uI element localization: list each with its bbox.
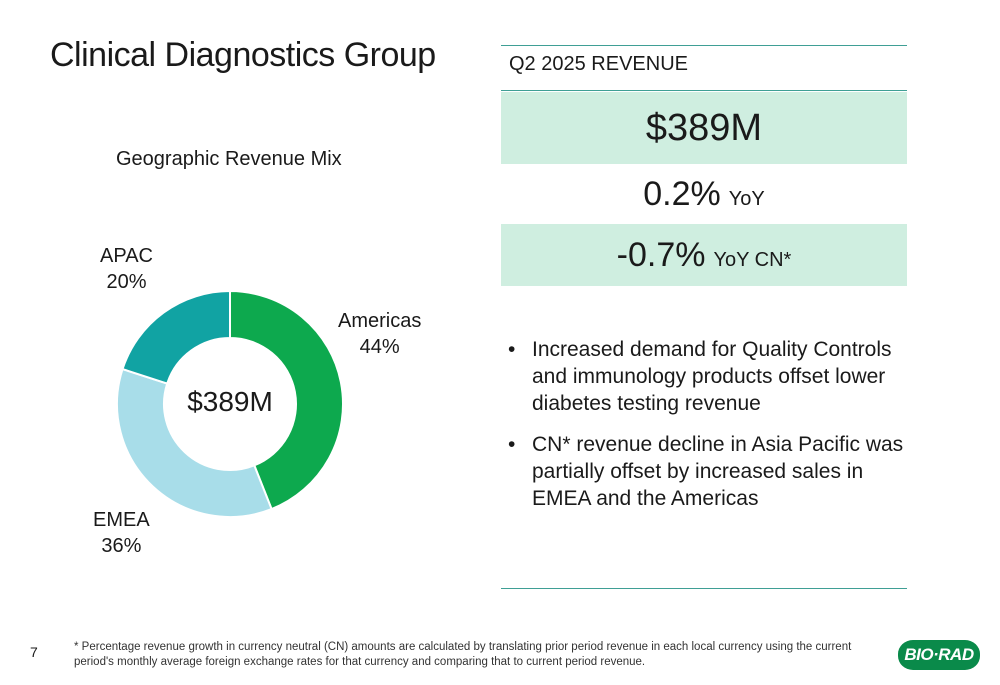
label-apac: APAC 20%: [100, 243, 153, 295]
cn-label: YoY CN*: [713, 249, 792, 271]
revenue-yoy: 0.2% YoY: [501, 166, 907, 222]
yoy-label: YoY: [728, 188, 765, 210]
label-americas-value: 44%: [359, 336, 400, 358]
donut-slice-americas: [229, 289, 344, 511]
label-americas-name: Americas: [338, 310, 422, 332]
donut-slice-emea: [116, 367, 273, 518]
label-apac-value: 20%: [106, 271, 147, 293]
label-emea: EMEA 36%: [93, 507, 150, 559]
bullet-dot-icon: •: [508, 433, 516, 456]
revenue-header: Q2 2025 REVENUE: [501, 45, 907, 91]
bullet-item: • Increased demand for Quality Controls a…: [506, 336, 906, 417]
bottom-divider: [501, 588, 907, 589]
label-americas: Americas 44%: [338, 308, 421, 360]
revenue-total: $389M: [501, 92, 907, 164]
bullet-text: CN* revenue decline in Asia Pacific was …: [532, 433, 904, 510]
footnote: * Percentage revenue growth in currency …: [74, 641, 852, 668]
yoy-value: 0.2%: [643, 175, 721, 213]
bullet-list: • Increased demand for Quality Controls a…: [506, 336, 906, 526]
revenue-cn: -0.7% YoY CN*: [501, 224, 907, 286]
bullet-item: • CN* revenue decline in Asia Pacific was…: [506, 431, 906, 512]
slide-title: Clinical Diagnostics Group: [50, 36, 436, 74]
chart-title: Geographic Revenue Mix: [116, 148, 342, 170]
bio-rad-logo: BIO·RAD: [898, 640, 980, 670]
label-emea-value: 36%: [101, 535, 142, 557]
page-number: 7: [30, 644, 38, 660]
donut-center-label: $389M: [187, 386, 273, 417]
label-emea-name: EMEA: [93, 509, 150, 531]
cn-value: -0.7%: [616, 236, 706, 274]
bullet-text: Increased demand for Quality Controls an…: [532, 338, 892, 415]
label-apac-name: APAC: [100, 245, 153, 267]
donut-slice-apac: [121, 289, 231, 385]
bullet-dot-icon: •: [508, 338, 516, 361]
